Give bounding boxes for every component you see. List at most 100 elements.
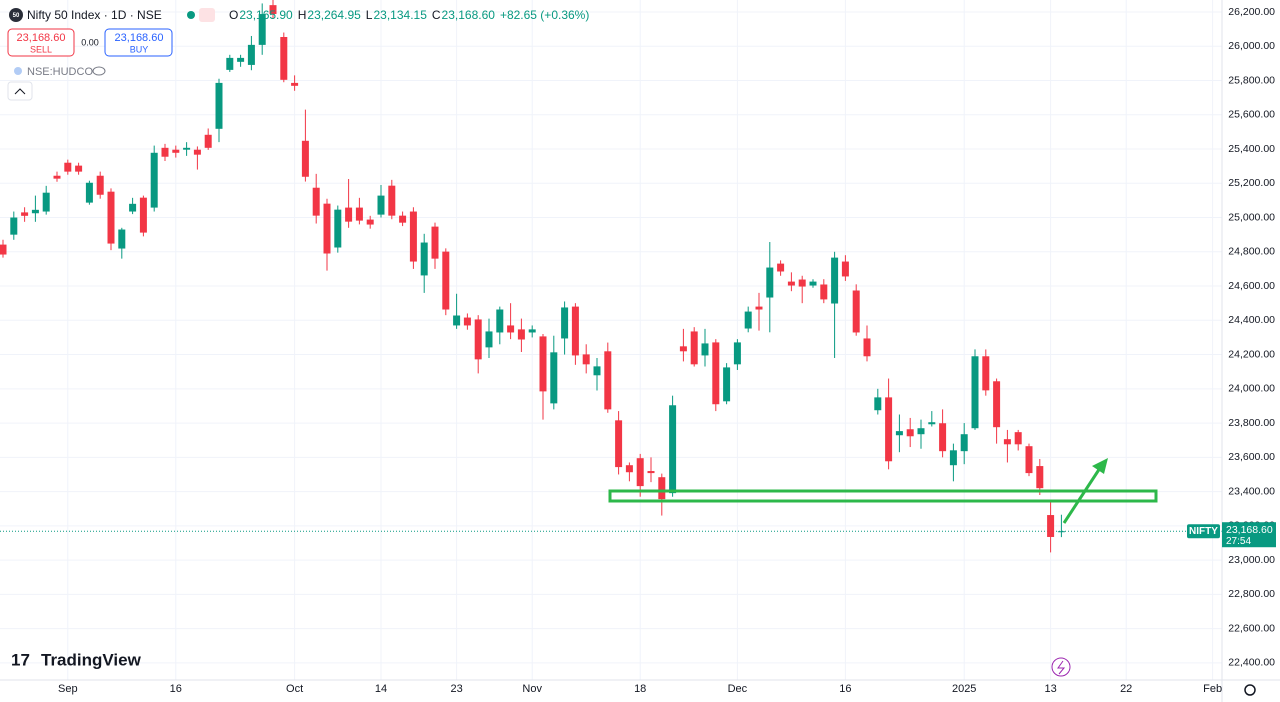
candle (96, 171, 104, 199)
candle (215, 78, 223, 143)
candle (345, 178, 353, 228)
sell-button[interactable] (7, 28, 75, 57)
events-bolt (1057, 660, 1066, 675)
settings-icon[interactable] (1244, 684, 1256, 696)
candle-body (733, 342, 741, 365)
candle-body (399, 215, 407, 223)
symbol-title: Nifty 50 Index · 1D · NSE (27, 8, 162, 22)
candle (377, 184, 385, 218)
candle (388, 179, 396, 220)
candle-body (712, 342, 720, 405)
visibility-icon[interactable] (92, 66, 106, 76)
ohlc-key: H (298, 8, 307, 22)
candle-body (247, 44, 255, 65)
y-tick-label: 23,600.00 (1228, 451, 1275, 463)
candle (658, 473, 666, 516)
x-tick-label: Feb (1203, 683, 1222, 695)
candle (75, 162, 83, 175)
candle-body (463, 317, 471, 326)
candle (982, 349, 990, 396)
candle (247, 35, 255, 71)
collapse-button[interactable] (7, 81, 33, 101)
y-tick-label: 26,000.00 (1228, 40, 1275, 52)
candle (355, 197, 363, 225)
axes: 22,400.00 22,600.00 22,800.00 23,000.00 23,2… (58, 6, 1276, 695)
candle-body (517, 329, 525, 340)
candle-body (971, 356, 979, 429)
candle-body (150, 152, 158, 208)
symbol-badge (9, 8, 23, 22)
y-tick-label: 25,000.00 (1228, 211, 1275, 223)
y-tick-label: 22,600.00 (1228, 622, 1275, 634)
candle (723, 363, 731, 405)
candle-body (107, 191, 115, 244)
logo-text: TradingView (41, 650, 142, 669)
candle (53, 171, 61, 182)
y-tick-label: 25,600.00 (1228, 109, 1275, 121)
symbol-tag-text: NIFTY (1189, 526, 1218, 537)
arrow-head (1092, 458, 1108, 474)
candle (258, 3, 266, 55)
candle-body (129, 203, 137, 212)
events-icon[interactable] (1051, 657, 1071, 677)
candle-body (172, 149, 180, 153)
candle-body (323, 203, 331, 254)
candle-body (636, 458, 644, 487)
ohlc-legend: O 23,165.90 H 23,264.95 L 23,134.15 C 23,168.60… (229, 8, 589, 22)
candle (1025, 443, 1033, 477)
candle-body (561, 307, 569, 339)
buy-button[interactable] (104, 28, 173, 57)
candle-body (777, 263, 785, 272)
candle (777, 260, 785, 276)
candles (0, 0, 1065, 553)
y-tick-label: 24,200.00 (1228, 348, 1275, 360)
candle (766, 242, 774, 333)
candle-body (820, 284, 828, 300)
candle (150, 145, 158, 212)
x-tick-label: 16 (839, 683, 851, 695)
candle (917, 419, 925, 449)
candle (809, 279, 817, 288)
candle (528, 325, 536, 338)
candle (863, 325, 871, 362)
candle-body (787, 281, 795, 286)
candle (463, 313, 471, 330)
buy-price[interactable]: 23,168.60 (115, 32, 164, 44)
candle-body (1047, 515, 1055, 537)
candle (593, 357, 601, 391)
candle-body (1025, 446, 1033, 474)
candle-body (528, 329, 536, 333)
candle-body (550, 352, 558, 404)
candle (712, 339, 720, 412)
candle-body (0, 244, 7, 255)
candle-body (863, 338, 871, 357)
collapse-icon (14, 88, 26, 95)
candle-body (388, 185, 396, 216)
candle-body (139, 197, 147, 233)
candle-body (690, 331, 698, 365)
candle-body (64, 162, 72, 172)
candle (960, 423, 968, 465)
candle-body (582, 354, 590, 365)
candle (517, 318, 525, 352)
x-tick-label: 14 (375, 683, 387, 695)
candle (280, 32, 288, 83)
sell-price[interactable]: 23,168.60 (17, 32, 66, 44)
candle (949, 443, 957, 482)
candle (507, 303, 515, 340)
buy-label[interactable]: BUY (130, 44, 149, 54)
candle-body (723, 367, 731, 402)
candle (831, 251, 839, 358)
candle (971, 349, 979, 430)
candle (841, 255, 849, 281)
candle (604, 342, 612, 413)
candle (366, 215, 374, 229)
candle (885, 378, 893, 470)
candle-body (895, 431, 903, 436)
y-tick-label: 22,800.00 (1228, 588, 1275, 600)
candle-body (949, 450, 957, 466)
candle-body (798, 279, 806, 287)
sell-label[interactable]: SELL (30, 44, 52, 54)
candle-body (334, 209, 342, 248)
candle (21, 207, 29, 222)
